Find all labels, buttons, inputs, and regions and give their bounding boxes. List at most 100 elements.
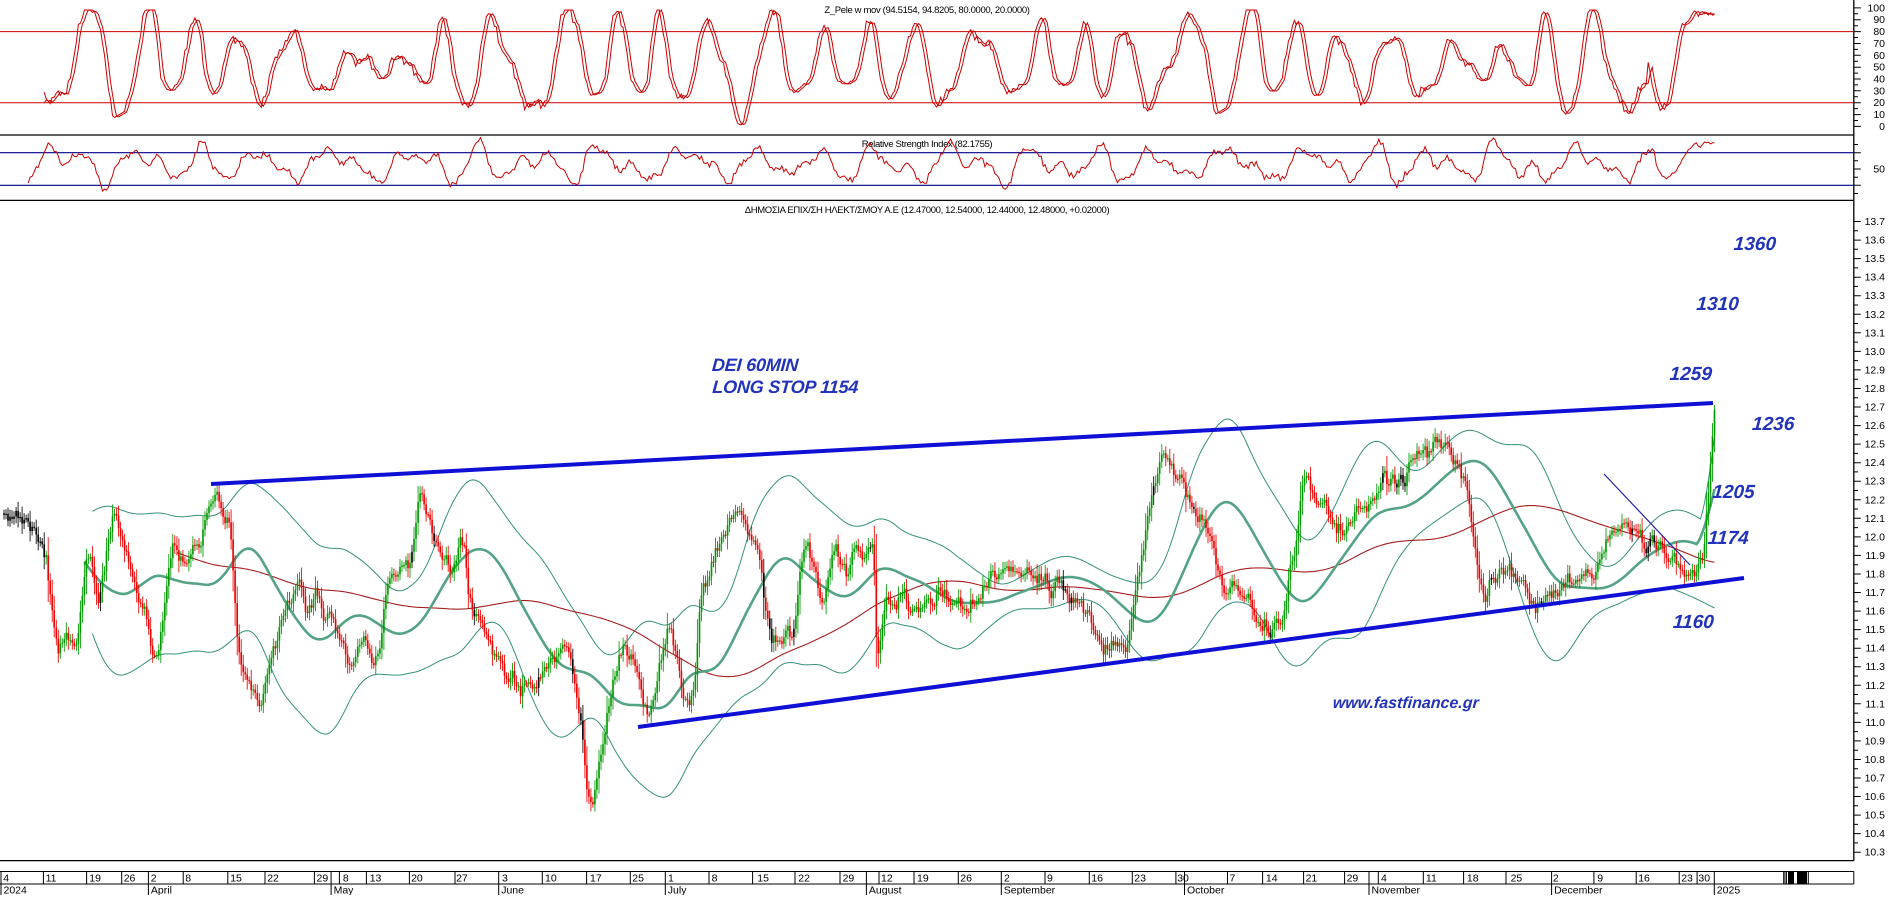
svg-text:1174: 1174: [1707, 528, 1750, 549]
svg-text:Relative Strength Index (82.17: Relative Strength Index (82.1755): [862, 139, 993, 150]
svg-text:11.5: 11.5: [1865, 624, 1885, 636]
svg-text:8: 8: [343, 873, 349, 885]
svg-text:30: 30: [1698, 873, 1710, 885]
svg-text:April: April: [151, 885, 172, 896]
svg-text:August: August: [869, 885, 902, 896]
svg-text:Z_Pele w mov (94.5154, 94.8205: Z_Pele w mov (94.5154, 94.8205, 80.0000,…: [824, 5, 1029, 16]
svg-text:12.2: 12.2: [1865, 494, 1886, 506]
svg-text:26: 26: [124, 873, 136, 885]
svg-text:13.2: 13.2: [1865, 309, 1886, 321]
svg-text:9: 9: [1597, 873, 1603, 885]
svg-text:11.3: 11.3: [1865, 661, 1885, 673]
svg-text:21: 21: [1306, 873, 1318, 885]
svg-text:25: 25: [1511, 873, 1523, 885]
svg-text:October: October: [1187, 885, 1225, 896]
svg-text:11.6: 11.6: [1865, 606, 1885, 618]
svg-text:15: 15: [757, 873, 769, 885]
svg-text:11: 11: [1426, 873, 1437, 885]
svg-text:70: 70: [1873, 38, 1885, 50]
svg-text:90: 90: [1873, 14, 1885, 26]
svg-text:13.7: 13.7: [1865, 216, 1886, 228]
svg-text:12.0: 12.0: [1865, 531, 1886, 543]
svg-text:12.8: 12.8: [1865, 383, 1886, 395]
svg-text:16: 16: [1091, 873, 1103, 885]
svg-text:1160: 1160: [1672, 612, 1715, 633]
svg-text:30: 30: [1873, 85, 1885, 97]
svg-text:11.9: 11.9: [1865, 550, 1885, 562]
svg-text:12.6: 12.6: [1865, 420, 1886, 432]
svg-text:80: 80: [1873, 26, 1885, 38]
svg-text:4: 4: [3, 873, 9, 885]
svg-text:13.0: 13.0: [1865, 346, 1886, 358]
svg-text:40: 40: [1873, 74, 1885, 86]
svg-text:10.9: 10.9: [1865, 735, 1886, 747]
svg-text:9: 9: [1047, 873, 1053, 885]
svg-text:www.fastfinance.gr: www.fastfinance.gr: [1332, 695, 1480, 712]
svg-text:11.1: 11.1: [1865, 698, 1885, 710]
svg-text:10.3: 10.3: [1865, 847, 1886, 859]
svg-text:4: 4: [1381, 873, 1387, 885]
svg-text:10.8: 10.8: [1865, 754, 1886, 766]
svg-text:2: 2: [151, 873, 157, 885]
svg-text:September: September: [1004, 885, 1056, 896]
svg-text:11.4: 11.4: [1865, 643, 1885, 655]
svg-text:12.7: 12.7: [1865, 402, 1886, 414]
svg-text:11.0: 11.0: [1865, 717, 1885, 729]
svg-text:July: July: [668, 885, 687, 896]
svg-text:1205: 1205: [1712, 482, 1756, 503]
svg-text:11.7: 11.7: [1865, 587, 1885, 599]
svg-text:10: 10: [545, 873, 557, 885]
svg-text:13: 13: [370, 873, 382, 885]
svg-text:12.5: 12.5: [1865, 439, 1886, 451]
svg-text:7: 7: [1230, 873, 1236, 885]
svg-text:13.4: 13.4: [1865, 272, 1886, 284]
svg-text:19: 19: [89, 873, 101, 885]
svg-text:13.3: 13.3: [1865, 290, 1886, 302]
svg-text:22: 22: [267, 873, 279, 885]
svg-text:LONG STOP 1154: LONG STOP 1154: [712, 377, 859, 397]
svg-text:12.3: 12.3: [1865, 476, 1886, 488]
svg-text:ΔΗΜΟΣΙΑ ΕΠΙΧ/ΣΗ ΗΛΕΚΤ/ΣΜΟΥ Α.Ε: ΔΗΜΟΣΙΑ ΕΠΙΧ/ΣΗ ΗΛΕΚΤ/ΣΜΟΥ Α.Ε (12.47000…: [745, 205, 1110, 216]
svg-text:November: November: [1372, 885, 1421, 896]
svg-text:14: 14: [1266, 873, 1278, 885]
svg-text:12.1: 12.1: [1865, 513, 1886, 525]
svg-text:1360: 1360: [1733, 234, 1777, 255]
svg-text:26: 26: [960, 873, 972, 885]
svg-text:10: 10: [1873, 109, 1885, 121]
svg-text:11.8: 11.8: [1865, 569, 1885, 581]
svg-text:27: 27: [456, 873, 468, 885]
svg-text:8: 8: [185, 873, 191, 885]
svg-text:15: 15: [230, 873, 242, 885]
svg-text:29: 29: [317, 873, 329, 885]
svg-text:13.6: 13.6: [1865, 235, 1886, 247]
svg-text:12: 12: [881, 873, 893, 885]
svg-text:2: 2: [1004, 873, 1010, 885]
svg-text:19: 19: [917, 873, 929, 885]
svg-text:1310: 1310: [1696, 294, 1740, 315]
svg-text:12.9: 12.9: [1865, 364, 1886, 376]
svg-text:29: 29: [843, 873, 855, 885]
svg-text:20: 20: [1873, 97, 1885, 109]
svg-text:DEI 60MIN: DEI 60MIN: [711, 355, 800, 375]
svg-text:10.6: 10.6: [1865, 791, 1886, 803]
svg-text:0: 0: [1879, 121, 1885, 133]
svg-text:3: 3: [502, 873, 508, 885]
svg-text:50: 50: [1873, 164, 1885, 176]
svg-text:1: 1: [668, 873, 674, 885]
svg-text:10.7: 10.7: [1865, 773, 1886, 785]
svg-text:18: 18: [1467, 873, 1479, 885]
svg-text:25: 25: [632, 873, 644, 885]
svg-text:May: May: [334, 885, 355, 896]
svg-text:60: 60: [1873, 50, 1885, 62]
svg-text:23: 23: [1134, 873, 1146, 885]
svg-text:22: 22: [798, 873, 810, 885]
svg-text:16: 16: [1638, 873, 1650, 885]
svg-text:11.2: 11.2: [1865, 680, 1885, 692]
svg-text:2024: 2024: [4, 885, 28, 896]
svg-text:8: 8: [712, 873, 718, 885]
svg-text:50: 50: [1873, 62, 1885, 74]
svg-text:20: 20: [411, 873, 423, 885]
svg-text:2: 2: [1553, 873, 1559, 885]
svg-text:17: 17: [590, 873, 602, 885]
svg-text:10.4: 10.4: [1865, 828, 1886, 840]
